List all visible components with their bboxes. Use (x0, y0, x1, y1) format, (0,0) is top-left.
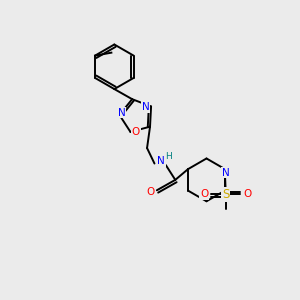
Text: O: O (243, 189, 251, 200)
Text: N: N (118, 107, 126, 118)
Text: O: O (132, 127, 140, 137)
Text: H: H (165, 152, 172, 161)
Text: N: N (142, 102, 150, 112)
Text: O: O (200, 189, 208, 200)
Text: O: O (146, 187, 154, 197)
Text: N: N (222, 168, 230, 178)
Text: N: N (157, 156, 165, 166)
Text: S: S (222, 188, 229, 201)
